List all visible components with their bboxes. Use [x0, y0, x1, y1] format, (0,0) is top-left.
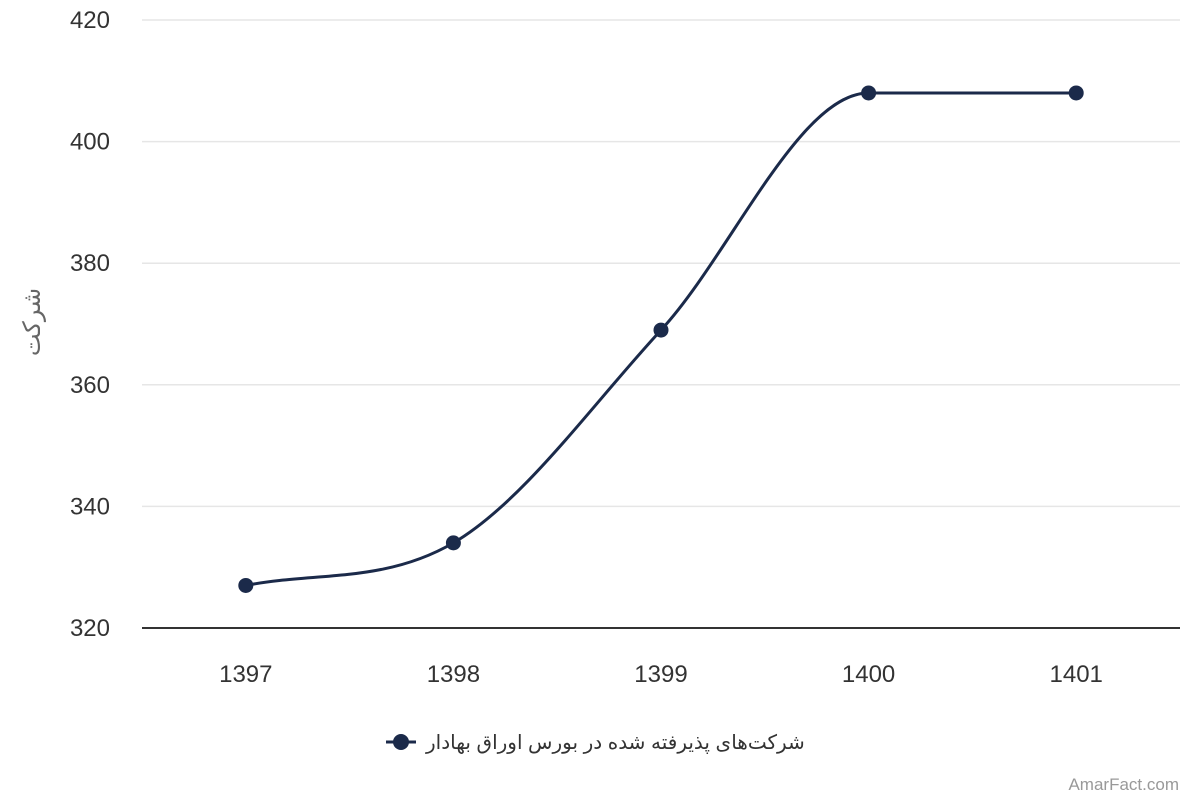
- legend-label: شرکت‌های پذیرفته شده در بورس اوراق بهادا…: [425, 732, 805, 755]
- x-tick-label: 1398: [427, 661, 480, 688]
- y-tick-label: 340: [70, 493, 110, 520]
- data-point[interactable]: [238, 577, 254, 593]
- data-point[interactable]: [1068, 85, 1084, 101]
- x-axis-ticks: 1397 1398 1399 1400 1401: [219, 661, 1103, 688]
- y-tick-label: 380: [70, 250, 110, 277]
- x-tick-label: 1401: [1050, 661, 1103, 688]
- data-point[interactable]: [653, 322, 669, 338]
- legend[interactable]: شرکت‌های پذیرفته شده در بورس اوراق بهادا…: [386, 732, 805, 755]
- x-tick-label: 1400: [842, 661, 895, 688]
- series-line: [245, 91, 1077, 587]
- y-tick-label: 400: [70, 129, 110, 156]
- data-point[interactable]: [861, 85, 877, 101]
- data-point[interactable]: [445, 535, 461, 551]
- series-layer: [238, 85, 1084, 593]
- legend-marker-icon: [393, 734, 409, 750]
- y-tick-label: 420: [70, 7, 110, 34]
- y-tick-label: 320: [70, 615, 110, 642]
- y-tick-label: 360: [70, 372, 110, 399]
- y-axis-title: شرکت: [19, 288, 46, 356]
- credit-label[interactable]: AmarFact.com: [1068, 775, 1179, 794]
- x-tick-label: 1397: [219, 661, 272, 688]
- y-axis-ticks: 320 340 360 380 400 420: [70, 7, 110, 642]
- x-tick-label: 1399: [634, 661, 687, 688]
- gridlines: [142, 19, 1180, 508]
